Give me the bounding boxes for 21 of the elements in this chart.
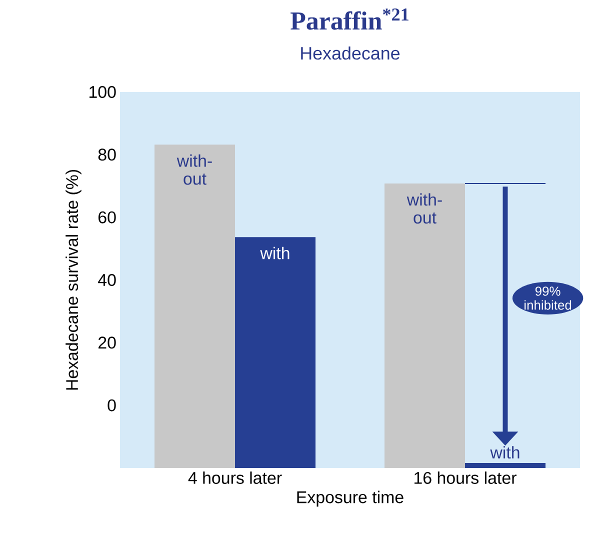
chart-subtitle: Hexadecane — [301, 46, 400, 60]
annotation: 99% inhibited — [524, 286, 572, 310]
y-tick-label: 20 — [98, 336, 116, 349]
bar — [154, 144, 236, 468]
y-tick-label: 0 — [108, 399, 116, 412]
x-tick-label: 4 hours later — [188, 472, 282, 484]
series-label: with — [490, 446, 520, 459]
text: with-out — [176, 154, 212, 185]
bar — [465, 462, 546, 468]
bar — [235, 237, 316, 468]
series-label: with-out — [406, 193, 442, 224]
bar — [384, 183, 466, 468]
y-axis-title: Hexadecane survival rate (%) — [66, 170, 82, 390]
chart-title: Paraffin$^{*21}$ — [290, 8, 408, 30]
y-tick-label: 40 — [98, 274, 116, 286]
x-tick-label: 16 hours later — [414, 472, 516, 484]
y-tick-label: 80 — [98, 148, 116, 161]
x-axis-title: Exposure time — [297, 490, 404, 507]
y-tick-label: 100 — [90, 86, 116, 98]
y-tick-label: 60 — [98, 211, 116, 224]
text: with — [260, 246, 290, 260]
